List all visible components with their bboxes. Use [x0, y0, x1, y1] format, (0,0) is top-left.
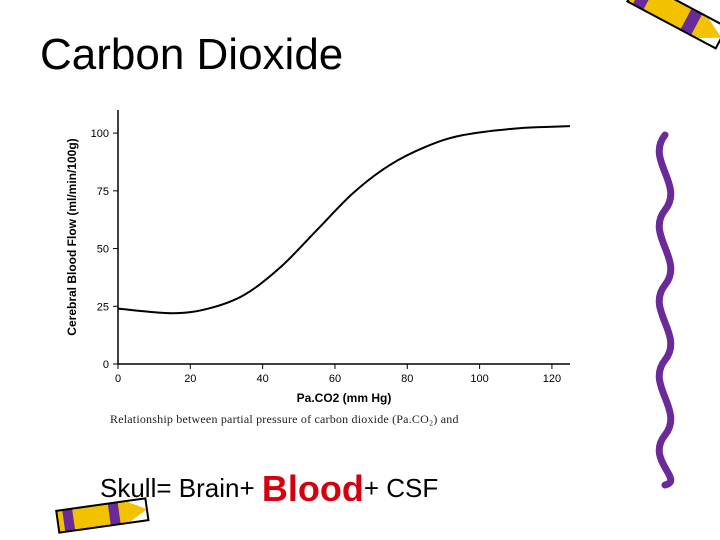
svg-text:100: 100 — [91, 128, 109, 140]
cbf-paco2-chart: 0 25 50 75 100 0 20 40 60 80 100 120 Pa.CO2 (mm Hg) C… — [60, 100, 580, 410]
svg-text:0: 0 — [103, 359, 109, 371]
svg-text:Pa.CO2 (mm Hg): Pa.CO2 (mm Hg) — [297, 391, 392, 405]
slide-title: Carbon Dioxide — [40, 30, 343, 80]
svg-text:Cerebral Blood Flow (ml/min/10: Cerebral Blood Flow (ml/min/100g) — [65, 138, 79, 335]
crayon-icon — [600, 0, 720, 71]
svg-text:0: 0 — [115, 373, 121, 385]
svg-text:40: 40 — [257, 373, 269, 385]
svg-text:75: 75 — [97, 186, 109, 198]
squiggle-icon — [640, 130, 690, 495]
svg-text:100: 100 — [470, 373, 488, 385]
svg-text:120: 120 — [543, 373, 561, 385]
svg-text:50: 50 — [97, 244, 109, 256]
crayon-icon — [41, 486, 158, 540]
footer-accent: Blood — [262, 468, 364, 509]
svg-text:20: 20 — [184, 373, 196, 385]
footer-suffix: + CSF — [364, 473, 438, 503]
svg-text:25: 25 — [97, 301, 109, 313]
svg-text:60: 60 — [329, 373, 341, 385]
svg-text:80: 80 — [401, 373, 413, 385]
chart-caption-fragment: Relationship between partial pressure of… — [110, 412, 459, 427]
